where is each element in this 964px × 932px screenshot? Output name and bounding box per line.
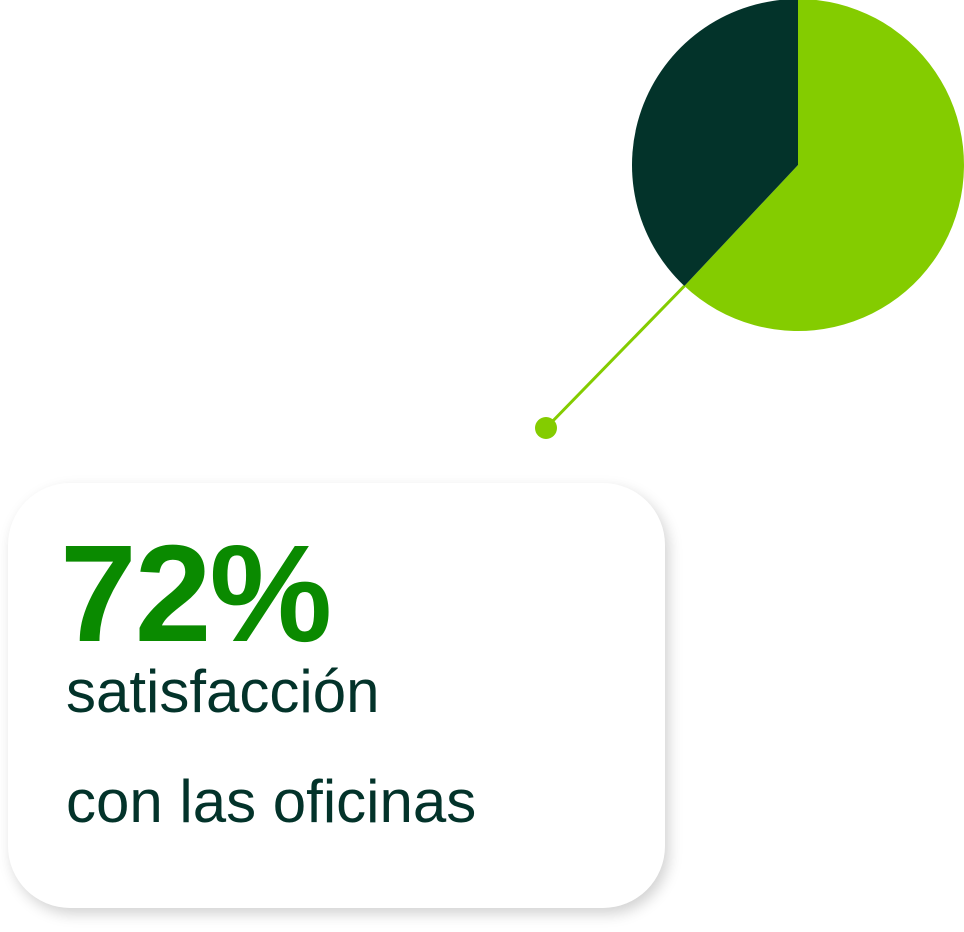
stat-label-line1: satisfacción <box>66 658 380 725</box>
stat-label-line2: con las oficinas <box>66 768 477 835</box>
stat-value: 72% <box>60 517 332 671</box>
pie-slice-1 <box>632 0 798 287</box>
stat-card <box>8 483 665 908</box>
pie-slice-0 <box>684 0 964 331</box>
connector-dot <box>535 417 557 439</box>
connector-line <box>544 284 686 430</box>
